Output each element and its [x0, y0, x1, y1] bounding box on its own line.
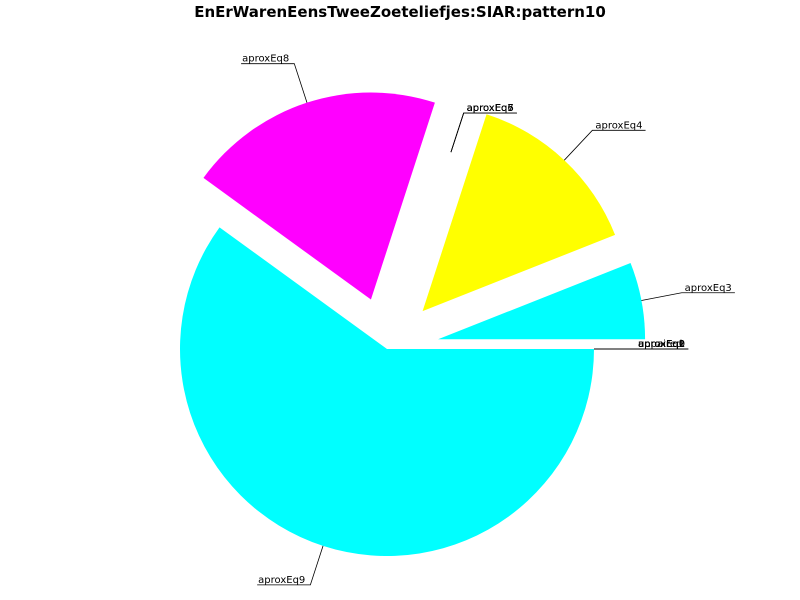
slice-label-aproxEq5: aproxEq5	[467, 103, 514, 114]
slice-label-unpaired: unpaired	[638, 339, 682, 350]
leader-line-aproxEq7	[450, 112, 517, 153]
pie-slice-aproxEq9	[179, 227, 594, 557]
slice-label-aproxEq2: aproxEq2	[638, 339, 685, 350]
pie-slice-aproxEq4	[422, 114, 616, 312]
slice-label-aproxEq0: aproxEq0	[638, 339, 685, 350]
slice-label-aproxEq9: aproxEq9	[258, 575, 305, 586]
pie-slice-aproxEq3	[438, 263, 646, 340]
leader-line-aproxEq4	[564, 129, 646, 161]
pie-slices	[179, 92, 646, 557]
chart-title: EnErWarenEensTweeZoeteliefjes:SIAR:patte…	[194, 3, 606, 21]
slice-label-aproxEq6: aproxEq6	[467, 103, 514, 114]
slice-label-aproxEq3: aproxEq3	[685, 283, 732, 294]
slice-label-aproxEq8: aproxEq8	[242, 54, 289, 65]
pie-slice-aproxEq8	[203, 92, 435, 300]
slice-label-aproxEq1: aproxEq1	[638, 339, 685, 350]
slice-label-aproxEq4: aproxEq4	[595, 120, 642, 131]
leader-line-aproxEq9	[257, 545, 324, 586]
slice-label-aproxEq7: aproxEq7	[467, 103, 514, 114]
leader-line-aproxEq3	[641, 292, 735, 301]
leader-line-aproxEq8	[241, 63, 308, 103]
